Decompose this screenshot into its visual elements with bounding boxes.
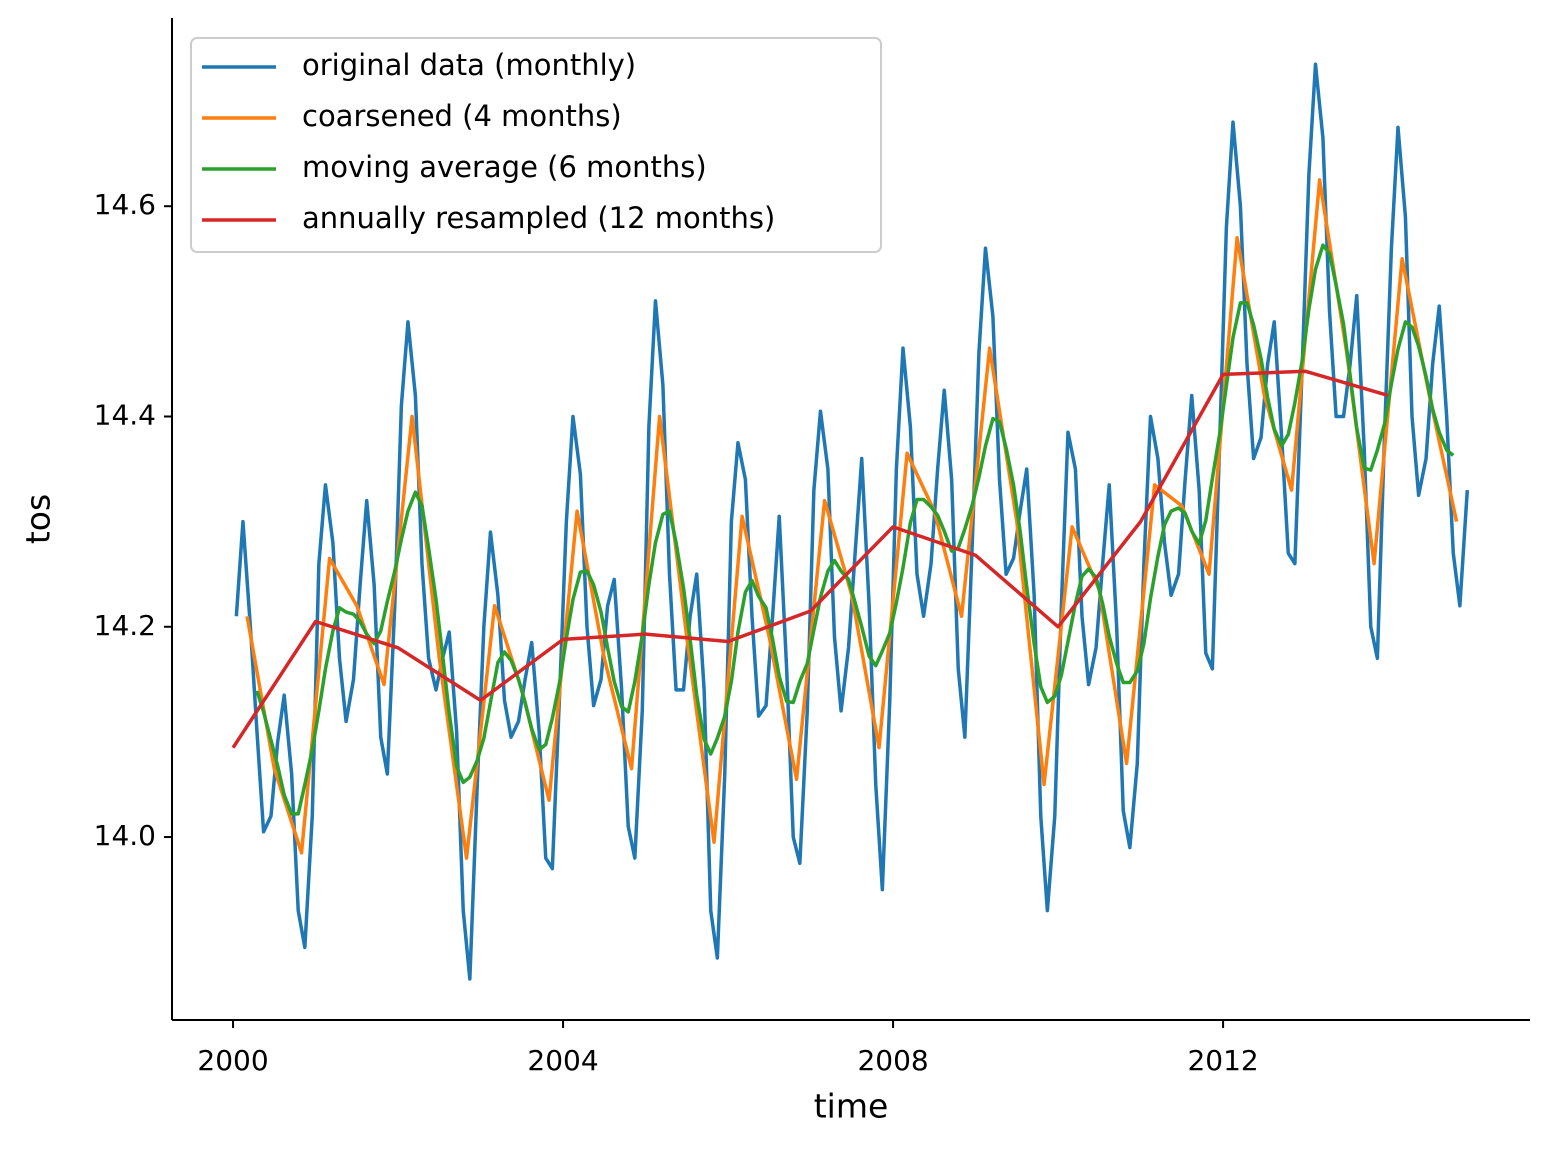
legend-label: moving average (6 months) <box>302 150 707 184</box>
y-tick-label: 14.4 <box>94 398 156 431</box>
legend-box <box>190 37 882 253</box>
data-line <box>245 178 1459 860</box>
y-tick-label: 14.0 <box>94 819 156 852</box>
legend-label: annually resampled (12 months) <box>302 201 775 235</box>
y-tick-label: 14.6 <box>94 188 156 221</box>
y-tick-label: 14.2 <box>94 609 156 642</box>
y-axis-label: tos <box>19 494 58 544</box>
x-tick-label: 2004 <box>527 1044 598 1077</box>
data-line <box>231 369 1389 749</box>
x-axis-label: time <box>814 1087 889 1126</box>
data-line <box>255 243 1455 816</box>
x-tick-label: 2000 <box>197 1044 268 1077</box>
legend-label: original data (monthly) <box>302 48 636 82</box>
x-tick-label: 2008 <box>857 1044 928 1077</box>
legend-label: coarsened (4 months) <box>302 99 622 133</box>
x-tick-label: 2012 <box>1187 1044 1258 1077</box>
